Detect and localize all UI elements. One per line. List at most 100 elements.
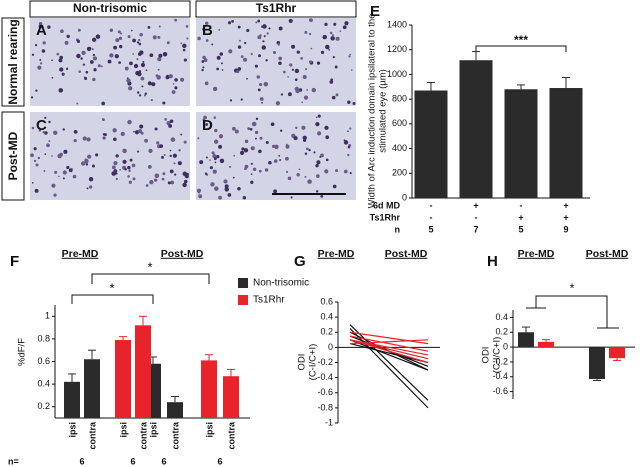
cell: [113, 161, 118, 166]
cell: [41, 49, 46, 53]
cell: [73, 139, 77, 143]
cell: [93, 68, 97, 72]
cell: [249, 127, 253, 131]
table-row-label: n: [395, 224, 401, 234]
row-header: Post-MD: [6, 131, 20, 180]
cell: [205, 156, 208, 159]
n-value: 6: [79, 456, 84, 466]
cell: [33, 159, 37, 163]
panel-letter: G: [294, 253, 306, 270]
cell: [304, 175, 307, 178]
cell: [209, 166, 213, 170]
cell: [289, 63, 293, 67]
cell: [81, 50, 86, 55]
cell: [243, 148, 249, 153]
cell: [219, 158, 225, 164]
cell: [103, 133, 107, 137]
cell: [182, 182, 187, 188]
column-header-box: [195, 0, 357, 18]
bar: [223, 376, 239, 418]
cell: [124, 168, 127, 171]
cell: [246, 28, 250, 33]
micrograph: [30, 112, 190, 200]
cell: [169, 119, 174, 123]
cell: [156, 75, 161, 80]
cell: [213, 139, 219, 144]
bracket: [71, 294, 154, 304]
micrograph: [196, 112, 356, 200]
n-value: 6: [161, 456, 166, 466]
cell: [250, 162, 253, 165]
cell: [137, 150, 140, 153]
cell: [172, 153, 177, 158]
cell: [124, 66, 129, 71]
cell: [308, 32, 312, 36]
cell: [112, 128, 117, 133]
y-tick-label: -1: [325, 417, 333, 427]
y-tick-label: 0.4: [495, 312, 508, 322]
cell: [233, 154, 236, 157]
cell: [144, 138, 148, 143]
bar: [504, 89, 538, 198]
cell: [197, 137, 200, 140]
table-cell: -: [520, 200, 523, 210]
line: [349, 324, 429, 401]
cell: [213, 157, 217, 161]
cell: [73, 130, 78, 134]
cell: [48, 140, 51, 143]
cell: [128, 86, 133, 91]
table-cell: -: [430, 212, 433, 222]
cell: [315, 190, 319, 193]
cell: [92, 53, 96, 57]
cell: [66, 34, 70, 39]
cell: [224, 184, 229, 189]
cell: [212, 86, 218, 92]
cell: [316, 61, 321, 65]
cell: [140, 62, 146, 68]
cell: [86, 46, 92, 52]
cell: [34, 188, 39, 193]
cell: [184, 174, 189, 179]
cell: [120, 131, 125, 136]
cell: [115, 177, 118, 181]
cell: [265, 140, 269, 144]
cell: [132, 38, 136, 43]
cell: [227, 193, 232, 197]
cell: [174, 173, 177, 176]
cell: [43, 169, 46, 172]
cell: [273, 189, 277, 194]
cell: [139, 124, 144, 129]
cell: [264, 168, 269, 172]
cell: [59, 152, 63, 157]
cell: [212, 169, 217, 174]
cell: [205, 123, 209, 126]
cell: [231, 126, 236, 131]
cell: [168, 74, 173, 79]
cell: [209, 159, 211, 161]
cell: [109, 53, 114, 58]
cell: [58, 175, 60, 178]
cell: [298, 168, 301, 171]
cell: [122, 148, 127, 154]
y-tick-label: -0.8: [317, 402, 333, 412]
cell: [162, 52, 168, 57]
line: [349, 339, 429, 356]
cell: [59, 67, 64, 72]
table-cell: +: [563, 212, 568, 222]
cell: [315, 121, 320, 127]
cell: [287, 176, 292, 181]
cell: [216, 155, 220, 159]
cell: [164, 118, 167, 121]
cell: [274, 144, 279, 150]
table-cell: -: [430, 200, 433, 210]
cell: [302, 138, 307, 142]
cell: [131, 163, 136, 168]
row-header-box: [1, 17, 25, 107]
cell: [236, 69, 240, 74]
cell: [145, 184, 149, 187]
cell: [115, 154, 119, 158]
cell: [257, 88, 261, 92]
cell: [138, 129, 143, 134]
cell: [330, 78, 334, 81]
cell: [202, 55, 206, 60]
